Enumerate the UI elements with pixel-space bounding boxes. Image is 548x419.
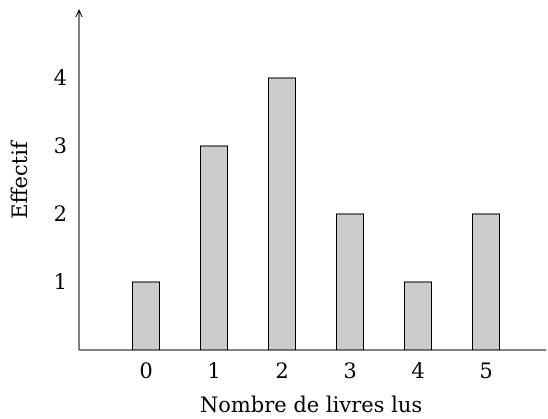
x-tick-label-2: 2 xyxy=(275,359,288,383)
x-tick-label-0: 0 xyxy=(139,359,152,383)
bar-2 xyxy=(268,77,296,351)
y-tick-label-1: 1 xyxy=(54,270,67,294)
x-axis-label: Nombre de livres lus xyxy=(200,393,422,417)
bar-4 xyxy=(404,281,432,351)
y-tick-label-2: 2 xyxy=(54,202,67,226)
x-tick-label-1: 1 xyxy=(207,359,220,383)
bar-5 xyxy=(472,213,500,351)
x-tick-labels: 0 1 2 3 4 5 xyxy=(139,359,492,383)
bar-3 xyxy=(336,213,364,351)
bar-1 xyxy=(200,145,228,351)
x-tick-label-3: 3 xyxy=(343,359,356,383)
bar-0 xyxy=(132,281,160,351)
y-axis-label: Effectif xyxy=(8,139,32,219)
x-tick-label-4: 4 xyxy=(411,359,424,383)
y-tick-labels: 1 2 3 4 xyxy=(54,66,67,294)
bars-group xyxy=(132,77,500,351)
x-tick-label-5: 5 xyxy=(479,359,492,383)
y-tick-label-3: 3 xyxy=(54,134,67,158)
y-tick-label-4: 4 xyxy=(54,66,67,90)
